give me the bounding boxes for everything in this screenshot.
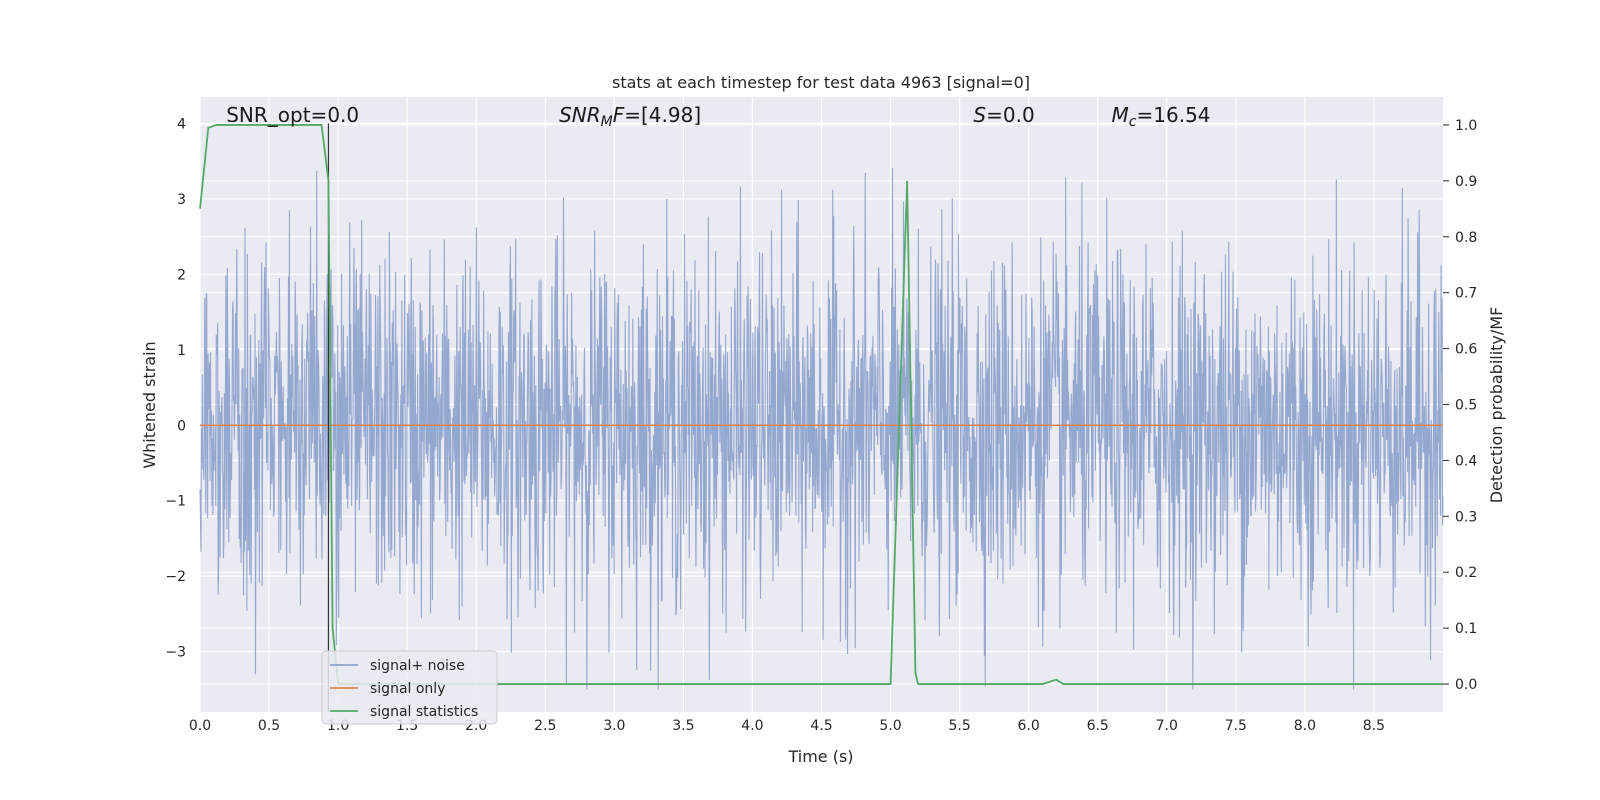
annotation-subscript: c: [1129, 114, 1137, 130]
x-axis-label: Time (s): [787, 747, 853, 766]
annotation-label: SNR_opt=0.0: [226, 103, 359, 127]
x-tick-label: 8.0: [1294, 718, 1316, 734]
annotation-label: Mc=16.54: [1112, 103, 1211, 130]
y-tick-label-right: 0.1: [1455, 621, 1477, 637]
annotation-value: =[4.98]: [624, 103, 701, 127]
y-tick-label-right: 0.2: [1455, 565, 1477, 581]
y-tick-label-right: 1.0: [1455, 118, 1477, 134]
annotation-symbol: M: [1112, 103, 1129, 127]
y-tick-label-left: 2: [177, 267, 186, 283]
annotation-symbol: F: [613, 103, 625, 127]
x-tick-label: 6.5: [1087, 718, 1109, 734]
y-tick-label-left: 3: [177, 192, 186, 208]
y-tick-label-left: 1: [177, 343, 186, 359]
annotation-value: =16.54: [1137, 103, 1211, 127]
x-tick-label: 5.5: [948, 718, 970, 734]
y-tick-label-left: 4: [177, 116, 186, 132]
legend: signal+ noise signal only signal statistic…: [321, 650, 498, 725]
y-tick-label-right: 0.9: [1455, 174, 1477, 190]
x-tick-label: 0.0: [189, 718, 211, 734]
annotation-symbol: S: [973, 103, 986, 127]
y-tick-label-right: 0.8: [1455, 230, 1477, 246]
noise-line: [199, 167, 1444, 690]
annotations: SNR_opt=0.0 SNRMF=[4.98] S=0.0 Mc=16.54: [226, 103, 1210, 130]
annotation-value: =0.0: [986, 103, 1035, 127]
y-axis-label-left: Whitened strain: [140, 341, 159, 468]
annotation-symbol: SNR: [559, 103, 601, 127]
y-tick-label-left: 0: [177, 418, 186, 434]
annotation-label: S=0.0: [973, 103, 1034, 127]
y-tick-label-right: 0.6: [1455, 342, 1477, 358]
legend-entry: signal+ noise: [370, 658, 465, 674]
x-tick-label: 7.5: [1225, 718, 1247, 734]
legend-box: [321, 650, 498, 725]
y-tick-label-left: −1: [165, 494, 186, 510]
y-axis-label-right: Detection probability/MF: [1487, 307, 1506, 504]
x-tick-label: 0.5: [258, 718, 280, 734]
x-tick-label: 7.0: [1156, 718, 1178, 734]
x-tick-label: 6.0: [1018, 718, 1040, 734]
y-tick-label-right: 0.3: [1455, 509, 1477, 525]
annotation-label: SNRMF=[4.98]: [559, 103, 701, 130]
noise-series: [199, 167, 1444, 690]
legend-entry: signal statistics: [370, 704, 478, 720]
chart-title: stats at each timestep for test data 496…: [612, 73, 1030, 92]
annotation-subscript: M: [601, 114, 613, 130]
x-tick-label: 8.5: [1363, 718, 1385, 734]
statistics-line: [199, 124, 1443, 685]
legend-entry: signal only: [370, 681, 445, 697]
y-tick-label-right: 0.5: [1455, 398, 1477, 414]
x-tick-label: 4.5: [810, 718, 832, 734]
x-tick-label: 3.0: [603, 718, 625, 734]
y-tick-label-left: −3: [165, 645, 186, 661]
x-tick-label: 5.0: [879, 718, 901, 734]
y-tick-label-right: 0.0: [1455, 677, 1477, 693]
statistics-series: [199, 124, 1443, 685]
y-tick-label-right: 0.7: [1455, 286, 1477, 302]
x-tick-label: 3.5: [672, 718, 694, 734]
grid: [199, 97, 1443, 712]
x-tick-label: 4.0: [741, 718, 763, 734]
x-tick-label: 2.5: [534, 718, 556, 734]
axes: 0.0 0.5 1.0 1.5 2.0 2.5 3.0 3.5 4.0 4.5 5.0 5.5 6.0 6…: [165, 116, 1477, 734]
y-tick-label-right: 0.4: [1455, 453, 1477, 469]
y-tick-label-left: −2: [165, 569, 186, 585]
